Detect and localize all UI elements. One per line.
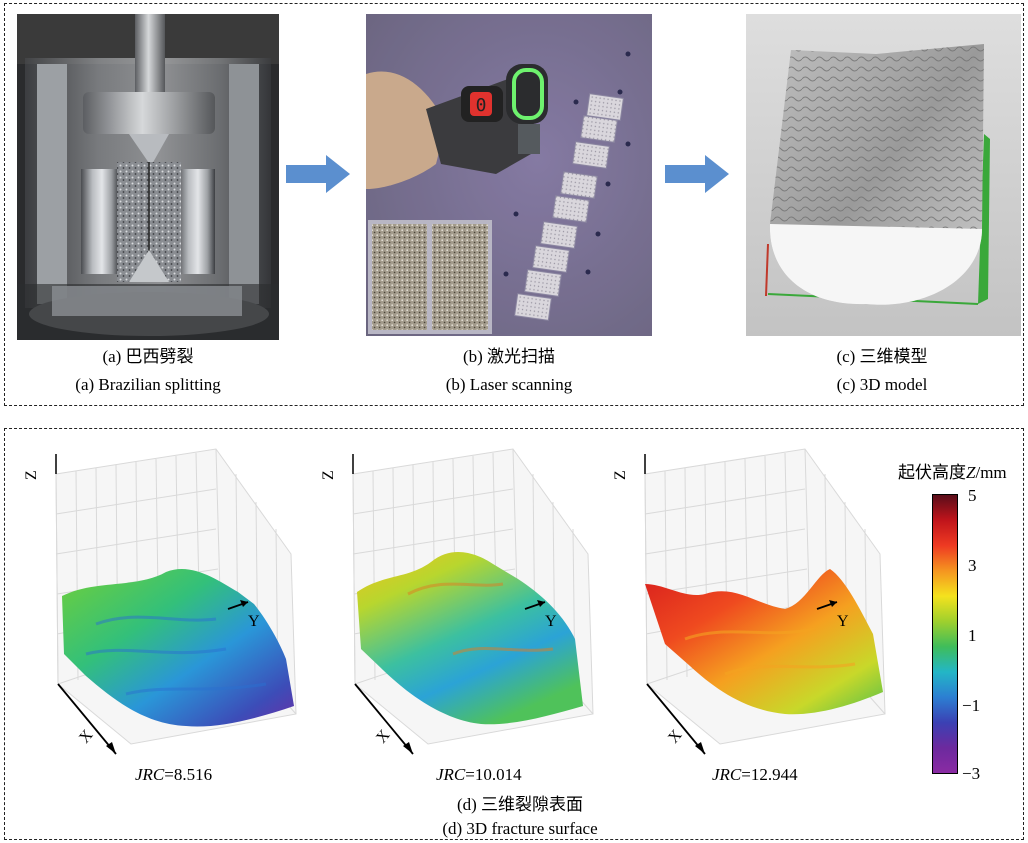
caption-c-en: (c) 3D model — [836, 375, 928, 394]
flow-arrow-icon — [665, 155, 729, 193]
caption-a-en: (a) Brazilian splitting — [75, 375, 221, 394]
x-axis-label: X — [76, 726, 97, 746]
y-axis-label: Y — [837, 613, 849, 630]
z-axis-label: Z — [320, 470, 337, 480]
colorbar-tick: 1 — [968, 626, 977, 645]
caption-a-zh: (a) 巴西劈裂 — [102, 347, 194, 366]
caption-c-zh: (c) 三维模型 — [836, 347, 928, 366]
z-axis-label: Z — [612, 470, 629, 480]
x-axis-label: X — [665, 726, 686, 746]
colorbar-title: 起伏高度Z/mm — [898, 463, 1007, 482]
bottom-panel-frame — [4, 428, 1024, 840]
flow-arrow-icon — [286, 155, 350, 193]
brazilian-splitting-photo — [17, 14, 279, 340]
jrc-label-2: JRC=10.014 — [436, 765, 522, 784]
caption-d-en: (d) 3D fracture surface — [442, 819, 598, 838]
jrc-label-1: JRC=8.516 — [135, 765, 213, 784]
top-panel-frame — [4, 3, 1024, 406]
jrc-label-3: JRC=12.944 — [712, 765, 798, 784]
colorbar-tick: 3 — [968, 556, 977, 575]
y-axis-label: Y — [545, 613, 557, 630]
caption-b-en: (b) Laser scanning — [445, 375, 573, 394]
laser-scanning-photo: 0 — [366, 14, 652, 336]
surface-plot-3: Z X Y — [605, 444, 905, 764]
surface-plot-2: Z X Y — [313, 444, 613, 764]
surface-plot-1: Z X Y — [16, 444, 316, 764]
caption-d-zh: (d) 三维裂隙表面 — [456, 795, 584, 814]
caption-b-zh: (b) 激光扫描 — [462, 347, 556, 366]
scanner-display: 0 — [476, 95, 487, 116]
colorbar-tick: −1 — [962, 696, 981, 715]
z-axis-label: Z — [23, 470, 40, 480]
colorbar-tick: 5 — [968, 486, 977, 505]
x-axis-label: X — [373, 726, 394, 746]
colorbar — [932, 494, 958, 774]
colorbar-tick: −3 — [962, 764, 981, 783]
y-axis-label: Y — [248, 613, 260, 630]
3d-model-render — [746, 14, 1021, 336]
